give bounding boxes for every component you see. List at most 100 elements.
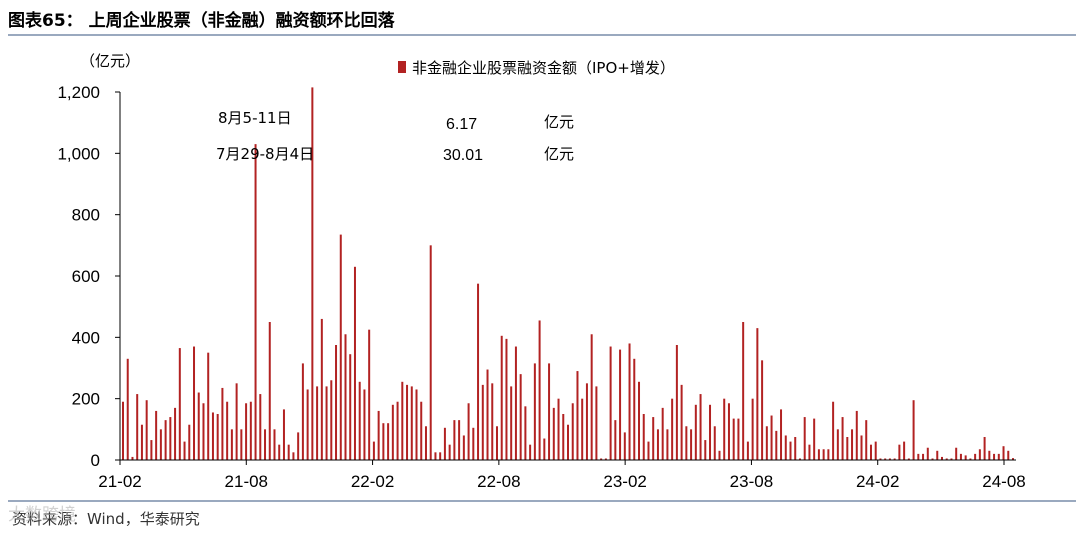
y-tick-label: 0 (91, 451, 100, 470)
bar (363, 389, 366, 460)
bar (387, 423, 390, 460)
bar (410, 386, 413, 460)
bar (306, 389, 309, 460)
bar (737, 418, 740, 460)
bar (126, 358, 129, 460)
bar (595, 386, 598, 460)
bar (903, 441, 906, 460)
bar (656, 429, 659, 460)
bar (865, 420, 868, 460)
bar (571, 403, 574, 460)
bar (136, 394, 139, 460)
bar (529, 444, 532, 460)
bar (912, 400, 915, 460)
bar (287, 444, 290, 460)
bar (230, 429, 233, 460)
bar (481, 384, 484, 460)
bar (316, 386, 319, 460)
bar (642, 414, 645, 460)
bar (808, 444, 811, 460)
bar (131, 456, 134, 460)
bar (235, 383, 238, 460)
bar (685, 426, 688, 460)
bar (770, 415, 773, 460)
bar (638, 381, 641, 460)
bar (680, 384, 683, 460)
bar (784, 435, 787, 460)
bar (955, 447, 958, 460)
bar (917, 453, 920, 460)
bar (339, 234, 342, 460)
x-tick-label: 23-02 (603, 472, 646, 491)
bar (472, 427, 475, 460)
bar (391, 404, 394, 460)
bar (746, 441, 749, 460)
bar (604, 458, 607, 460)
bar (647, 441, 650, 460)
bar (278, 444, 281, 460)
bar (884, 458, 887, 460)
annotation-unit-2: 亿元 (544, 145, 574, 163)
bar (988, 450, 991, 460)
bar (742, 322, 745, 460)
bar (458, 420, 461, 460)
bar (122, 401, 124, 460)
bar (836, 429, 839, 460)
bar (311, 87, 314, 461)
bar (406, 384, 409, 460)
bar (860, 435, 863, 460)
bar (775, 430, 778, 460)
bar (368, 329, 371, 460)
bar (292, 452, 295, 460)
bar (959, 453, 962, 460)
bar (585, 383, 588, 460)
bar (690, 429, 693, 460)
bar (353, 266, 356, 460)
legend-label: 非金融企业股票融资金额（IPO+增发） (412, 59, 675, 77)
bar (997, 453, 1000, 460)
bar (869, 444, 872, 460)
bar (358, 381, 361, 460)
bar (765, 426, 768, 460)
bar (335, 345, 338, 460)
y-tick-label: 200 (72, 390, 100, 409)
bar (557, 398, 560, 460)
source-note: 资料来源：Wind，华泰研究 (12, 510, 200, 528)
x-tick-label: 24-02 (856, 472, 899, 491)
bar (382, 423, 385, 460)
bar (789, 441, 792, 460)
bar (846, 437, 849, 460)
bar (993, 453, 996, 460)
bar (538, 320, 541, 460)
bar (614, 420, 617, 460)
bar (590, 334, 593, 460)
bar (798, 458, 801, 460)
bar (832, 401, 835, 460)
bar (898, 444, 901, 460)
bar (983, 437, 986, 460)
bar (548, 363, 551, 460)
bar (519, 374, 522, 460)
bar (888, 458, 891, 460)
bar (377, 410, 380, 460)
bar (907, 458, 910, 460)
bar (704, 440, 707, 460)
bar (164, 420, 167, 460)
bar (1002, 446, 1005, 460)
bar (188, 424, 191, 460)
bar (268, 322, 271, 460)
bar (207, 352, 210, 460)
bar (159, 429, 162, 460)
bar (174, 407, 177, 460)
bar (264, 429, 267, 460)
bar (803, 417, 806, 460)
y-tick-label: 400 (72, 328, 100, 347)
bar (562, 414, 565, 460)
bar (713, 426, 716, 460)
bar (273, 429, 276, 460)
bar (936, 450, 939, 460)
bar (780, 409, 783, 460)
bar (623, 432, 626, 460)
bar (666, 429, 669, 460)
bar (486, 369, 489, 460)
